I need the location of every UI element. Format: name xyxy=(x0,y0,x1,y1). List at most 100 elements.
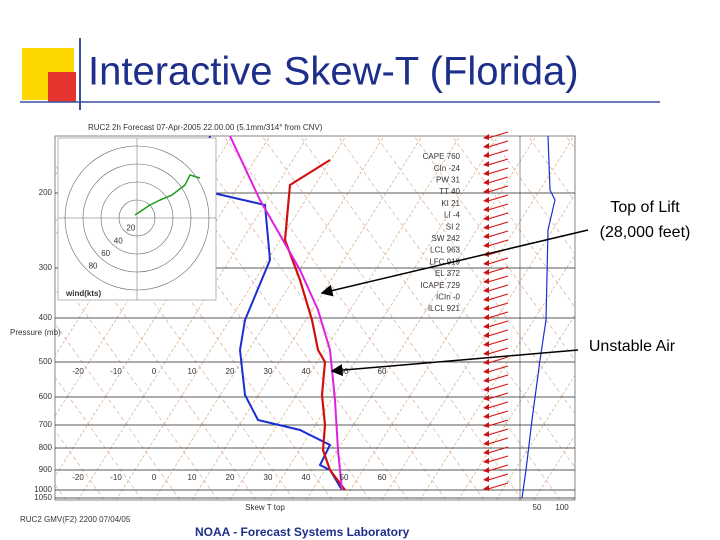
wind-barb xyxy=(487,437,509,445)
isotherm xyxy=(648,136,720,500)
wind-barb xyxy=(487,221,509,229)
wind-barb xyxy=(487,266,509,274)
wind-barb xyxy=(487,194,509,202)
wind-flag xyxy=(483,467,489,473)
temperature-label: -10 xyxy=(110,367,122,376)
isotherm xyxy=(571,494,575,500)
wind-flag xyxy=(483,359,489,365)
temperature-label: 0 xyxy=(152,473,157,482)
deco-red xyxy=(48,72,76,102)
wind-flag xyxy=(483,440,489,446)
wind-flag xyxy=(483,431,489,437)
index-label: LI -4 xyxy=(444,211,461,220)
temperature-label: 60 xyxy=(378,367,387,376)
temperature-label: 50 xyxy=(340,473,349,482)
index-label: CIn -24 xyxy=(434,164,461,173)
temperature-label: -10 xyxy=(110,473,122,482)
wind-barb xyxy=(487,482,509,490)
adiabat xyxy=(642,136,720,500)
wind-barb xyxy=(487,320,509,328)
adiabat xyxy=(55,323,181,500)
wind-flag xyxy=(483,449,489,455)
pressure-label: 200 xyxy=(39,188,53,197)
index-label: PW 31 xyxy=(436,176,461,185)
pressure-label: 800 xyxy=(39,443,53,452)
x-axis-label: Skew T top xyxy=(245,503,285,512)
pressure-label: 600 xyxy=(39,392,53,401)
wind-flag xyxy=(483,260,489,266)
temperature-label: 40 xyxy=(302,367,311,376)
temperature-label: 30 xyxy=(264,367,273,376)
wind-barb xyxy=(487,212,509,220)
index-label: KI 21 xyxy=(441,199,460,208)
arrow xyxy=(320,229,589,297)
wind-flag xyxy=(483,224,489,230)
adiabat xyxy=(565,136,575,149)
index-label: LCL 963 xyxy=(430,246,461,255)
wind-barb xyxy=(487,257,509,265)
wind-flag xyxy=(483,476,489,482)
wind-flag xyxy=(483,170,489,176)
wind-flag xyxy=(483,413,489,419)
wind-barb xyxy=(487,149,509,157)
adiabat xyxy=(0,136,28,500)
wind-barb xyxy=(487,401,509,409)
wind-flag xyxy=(483,422,489,428)
temperature-label: 20 xyxy=(226,367,235,376)
temperature-label: -20 xyxy=(72,367,84,376)
hodograph-ring-label: 60 xyxy=(101,249,110,258)
wind-flag xyxy=(483,134,489,140)
index-label: ICIn -0 xyxy=(436,293,461,302)
index-label: EL 372 xyxy=(435,269,461,278)
arrow xyxy=(330,349,579,377)
wind-barb xyxy=(487,419,509,427)
isotherm xyxy=(0,136,4,500)
temperature-label: 60 xyxy=(378,473,387,482)
annotation: Top of Lift xyxy=(610,199,680,216)
adiabat xyxy=(55,164,295,500)
wind-barb xyxy=(487,455,509,463)
wind-barb xyxy=(487,473,509,481)
index-label: LFC 919 xyxy=(429,257,460,266)
wind-flag xyxy=(483,350,489,356)
wind-flag xyxy=(483,233,489,239)
wind-flag xyxy=(483,485,489,491)
wind-flag xyxy=(483,341,489,347)
wind-flag xyxy=(483,323,489,329)
footer-left: RUC2 GMV(F2) 2200 07/04/05 xyxy=(20,515,131,524)
adiabat xyxy=(55,217,257,500)
wind-barb xyxy=(487,185,509,193)
isotherm xyxy=(495,374,575,500)
wind-flag xyxy=(483,215,489,221)
temperature-label: 30 xyxy=(264,473,273,482)
wind-flag xyxy=(483,161,489,167)
hodograph-trace xyxy=(134,174,201,216)
pressure-label: 1000 xyxy=(34,485,52,494)
wind-flag xyxy=(483,152,489,158)
temperature-label: 10 xyxy=(188,473,197,482)
annotation: (28,000 feet) xyxy=(600,224,691,241)
wind-flag xyxy=(483,368,489,374)
wind-barb xyxy=(487,410,509,418)
wind-flag xyxy=(483,206,489,212)
temperature-label: 10 xyxy=(188,367,197,376)
wind-flag xyxy=(483,458,489,464)
slide-title: Interactive Skew-T (Florida) xyxy=(88,50,579,94)
temperature-label: 50 xyxy=(340,367,349,376)
adiabat xyxy=(55,376,143,500)
adiabat xyxy=(604,136,720,500)
adiabat xyxy=(223,136,485,500)
parcel-path xyxy=(229,136,343,491)
pressure-label: 700 xyxy=(39,420,53,429)
wind-flag xyxy=(483,395,489,401)
temperature-label: -20 xyxy=(72,473,84,482)
wind-flag xyxy=(483,179,489,185)
wind-flag xyxy=(483,332,489,338)
wind-flag xyxy=(483,404,489,410)
right-profile xyxy=(521,135,556,499)
wind-barb xyxy=(487,383,509,391)
chart-header: RUC2 2h Forecast 07-Apr-2005 22.00.00 (5… xyxy=(88,123,323,132)
hodograph-ring-label: 20 xyxy=(126,224,135,233)
wind-barb xyxy=(487,338,509,346)
right-axis-label: 100 xyxy=(555,503,569,512)
